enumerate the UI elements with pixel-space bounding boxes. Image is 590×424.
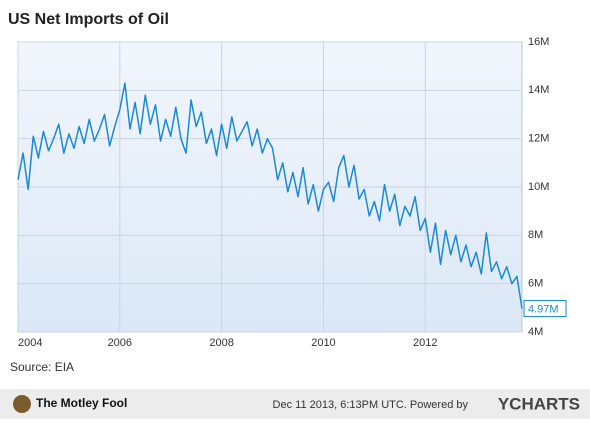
y-tick-label: 10M — [528, 181, 549, 193]
x-tick-label: 2004 — [18, 337, 42, 349]
x-tick-label: 2012 — [413, 337, 437, 349]
line-series — [17, 82, 523, 309]
x-tick-label: 2008 — [209, 337, 233, 349]
source: Source: EIA — [10, 360, 74, 374]
x-tick-label: 2010 — [311, 337, 335, 349]
x-tick-label: 2006 — [108, 337, 132, 349]
brand: YCHARTS — [498, 394, 580, 413]
last-value-box — [523, 300, 567, 318]
y-tick-label: 4M — [528, 326, 543, 338]
y-tick-label: 6M — [528, 278, 543, 290]
footer-text: Dec 11 2013, 6:13PM UTC. Powered by — [273, 399, 469, 411]
y-tick-label: 16M — [528, 36, 549, 48]
footer-bar — [0, 389, 590, 419]
logo-icon — [13, 395, 31, 413]
last-value-label: 4.97M — [528, 303, 559, 315]
y-tick-label: 12M — [528, 133, 549, 145]
logo: The Motley Fool — [36, 396, 127, 410]
y-tick-label: 14M — [528, 84, 549, 96]
chart-title: US Net Imports of Oil — [8, 11, 169, 28]
y-tick-label: 8M — [528, 229, 543, 241]
